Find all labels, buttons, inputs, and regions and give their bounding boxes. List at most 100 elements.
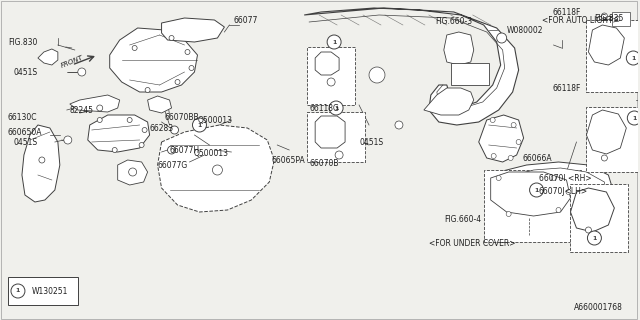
Polygon shape [109,28,198,92]
Polygon shape [507,168,604,200]
Text: 1: 1 [632,116,637,121]
Text: 66077: 66077 [234,15,258,25]
Text: FRONT: FRONT [60,54,84,69]
Circle shape [556,207,561,212]
Text: 1: 1 [332,39,336,44]
Circle shape [78,68,86,76]
Polygon shape [491,172,570,216]
Circle shape [496,175,501,180]
Circle shape [64,136,72,144]
Circle shape [395,121,403,129]
Polygon shape [586,110,627,154]
Polygon shape [304,8,518,125]
Circle shape [497,33,507,43]
Text: 0451S: 0451S [14,138,38,147]
Polygon shape [424,88,474,115]
Circle shape [139,142,144,148]
Circle shape [185,50,190,54]
Polygon shape [315,52,339,75]
Circle shape [170,126,179,134]
Circle shape [335,151,343,159]
Polygon shape [315,116,345,148]
FancyBboxPatch shape [8,277,78,305]
Circle shape [189,66,194,70]
Circle shape [168,146,175,154]
Text: 1: 1 [592,236,596,241]
Circle shape [129,168,136,176]
Bar [586,20,638,92]
Text: 1: 1 [16,289,20,293]
Text: <FOR UNDER COVER>: <FOR UNDER COVER> [429,238,515,247]
Text: W080002: W080002 [507,26,543,35]
Text: 66118F: 66118F [552,7,581,17]
Bar [307,112,365,162]
Text: 66070BB: 66070BB [164,113,199,122]
Polygon shape [148,96,172,113]
Circle shape [566,189,571,195]
Bar [451,63,489,85]
Circle shape [508,156,513,161]
Circle shape [551,175,556,180]
Text: 0451S: 0451S [359,138,383,147]
Circle shape [588,231,602,245]
Circle shape [627,111,640,125]
Text: 1: 1 [631,55,636,60]
Text: 660650A: 660650A [8,127,42,137]
Circle shape [602,13,607,19]
Text: FIG.660-4: FIG.660-4 [444,215,481,225]
Text: 66118F: 66118F [552,84,581,92]
Text: 66070J<LH>: 66070J<LH> [539,188,588,196]
Text: 66130C: 66130C [8,113,38,122]
Circle shape [112,148,117,153]
Circle shape [39,157,45,163]
Text: 1: 1 [534,188,539,193]
Text: 66118G: 66118G [309,103,339,113]
Circle shape [516,140,521,145]
Text: <FOR AUTO LIGHT>: <FOR AUTO LIGHT> [541,15,618,25]
Polygon shape [570,188,614,232]
Text: 66077H: 66077H [170,146,200,155]
Circle shape [142,127,147,132]
Bar [307,47,355,105]
Polygon shape [38,49,58,65]
Circle shape [491,154,496,158]
Bar [484,170,582,242]
Circle shape [327,78,335,86]
Circle shape [193,118,207,132]
Text: Q500013: Q500013 [198,116,232,124]
Circle shape [511,123,516,127]
Text: Q500013: Q500013 [193,148,228,157]
Circle shape [169,36,174,41]
Polygon shape [118,160,148,185]
Circle shape [586,227,591,233]
Polygon shape [479,115,524,162]
Circle shape [132,45,137,51]
Circle shape [329,101,343,115]
Polygon shape [161,18,225,42]
Circle shape [627,51,640,65]
Text: FIG.835: FIG.835 [595,13,624,22]
Circle shape [97,117,102,123]
Text: FIG.660-3: FIG.660-3 [435,17,472,26]
Polygon shape [70,95,120,112]
Circle shape [127,117,132,123]
Text: FIG.830: FIG.830 [8,37,37,46]
Text: 82245: 82245 [70,106,94,115]
Polygon shape [444,32,474,65]
Text: 0451S: 0451S [14,68,38,76]
Polygon shape [22,125,60,202]
Polygon shape [493,162,612,212]
Text: 66077G: 66077G [157,161,188,170]
Circle shape [529,183,543,197]
Circle shape [602,155,607,161]
Bar [570,184,628,252]
Circle shape [369,67,385,83]
Polygon shape [88,115,150,152]
Text: W130251: W130251 [32,286,68,295]
Circle shape [212,165,223,175]
Bar [586,107,638,172]
Circle shape [327,35,341,49]
Circle shape [11,284,25,298]
Circle shape [490,117,495,123]
Bar [612,12,630,26]
